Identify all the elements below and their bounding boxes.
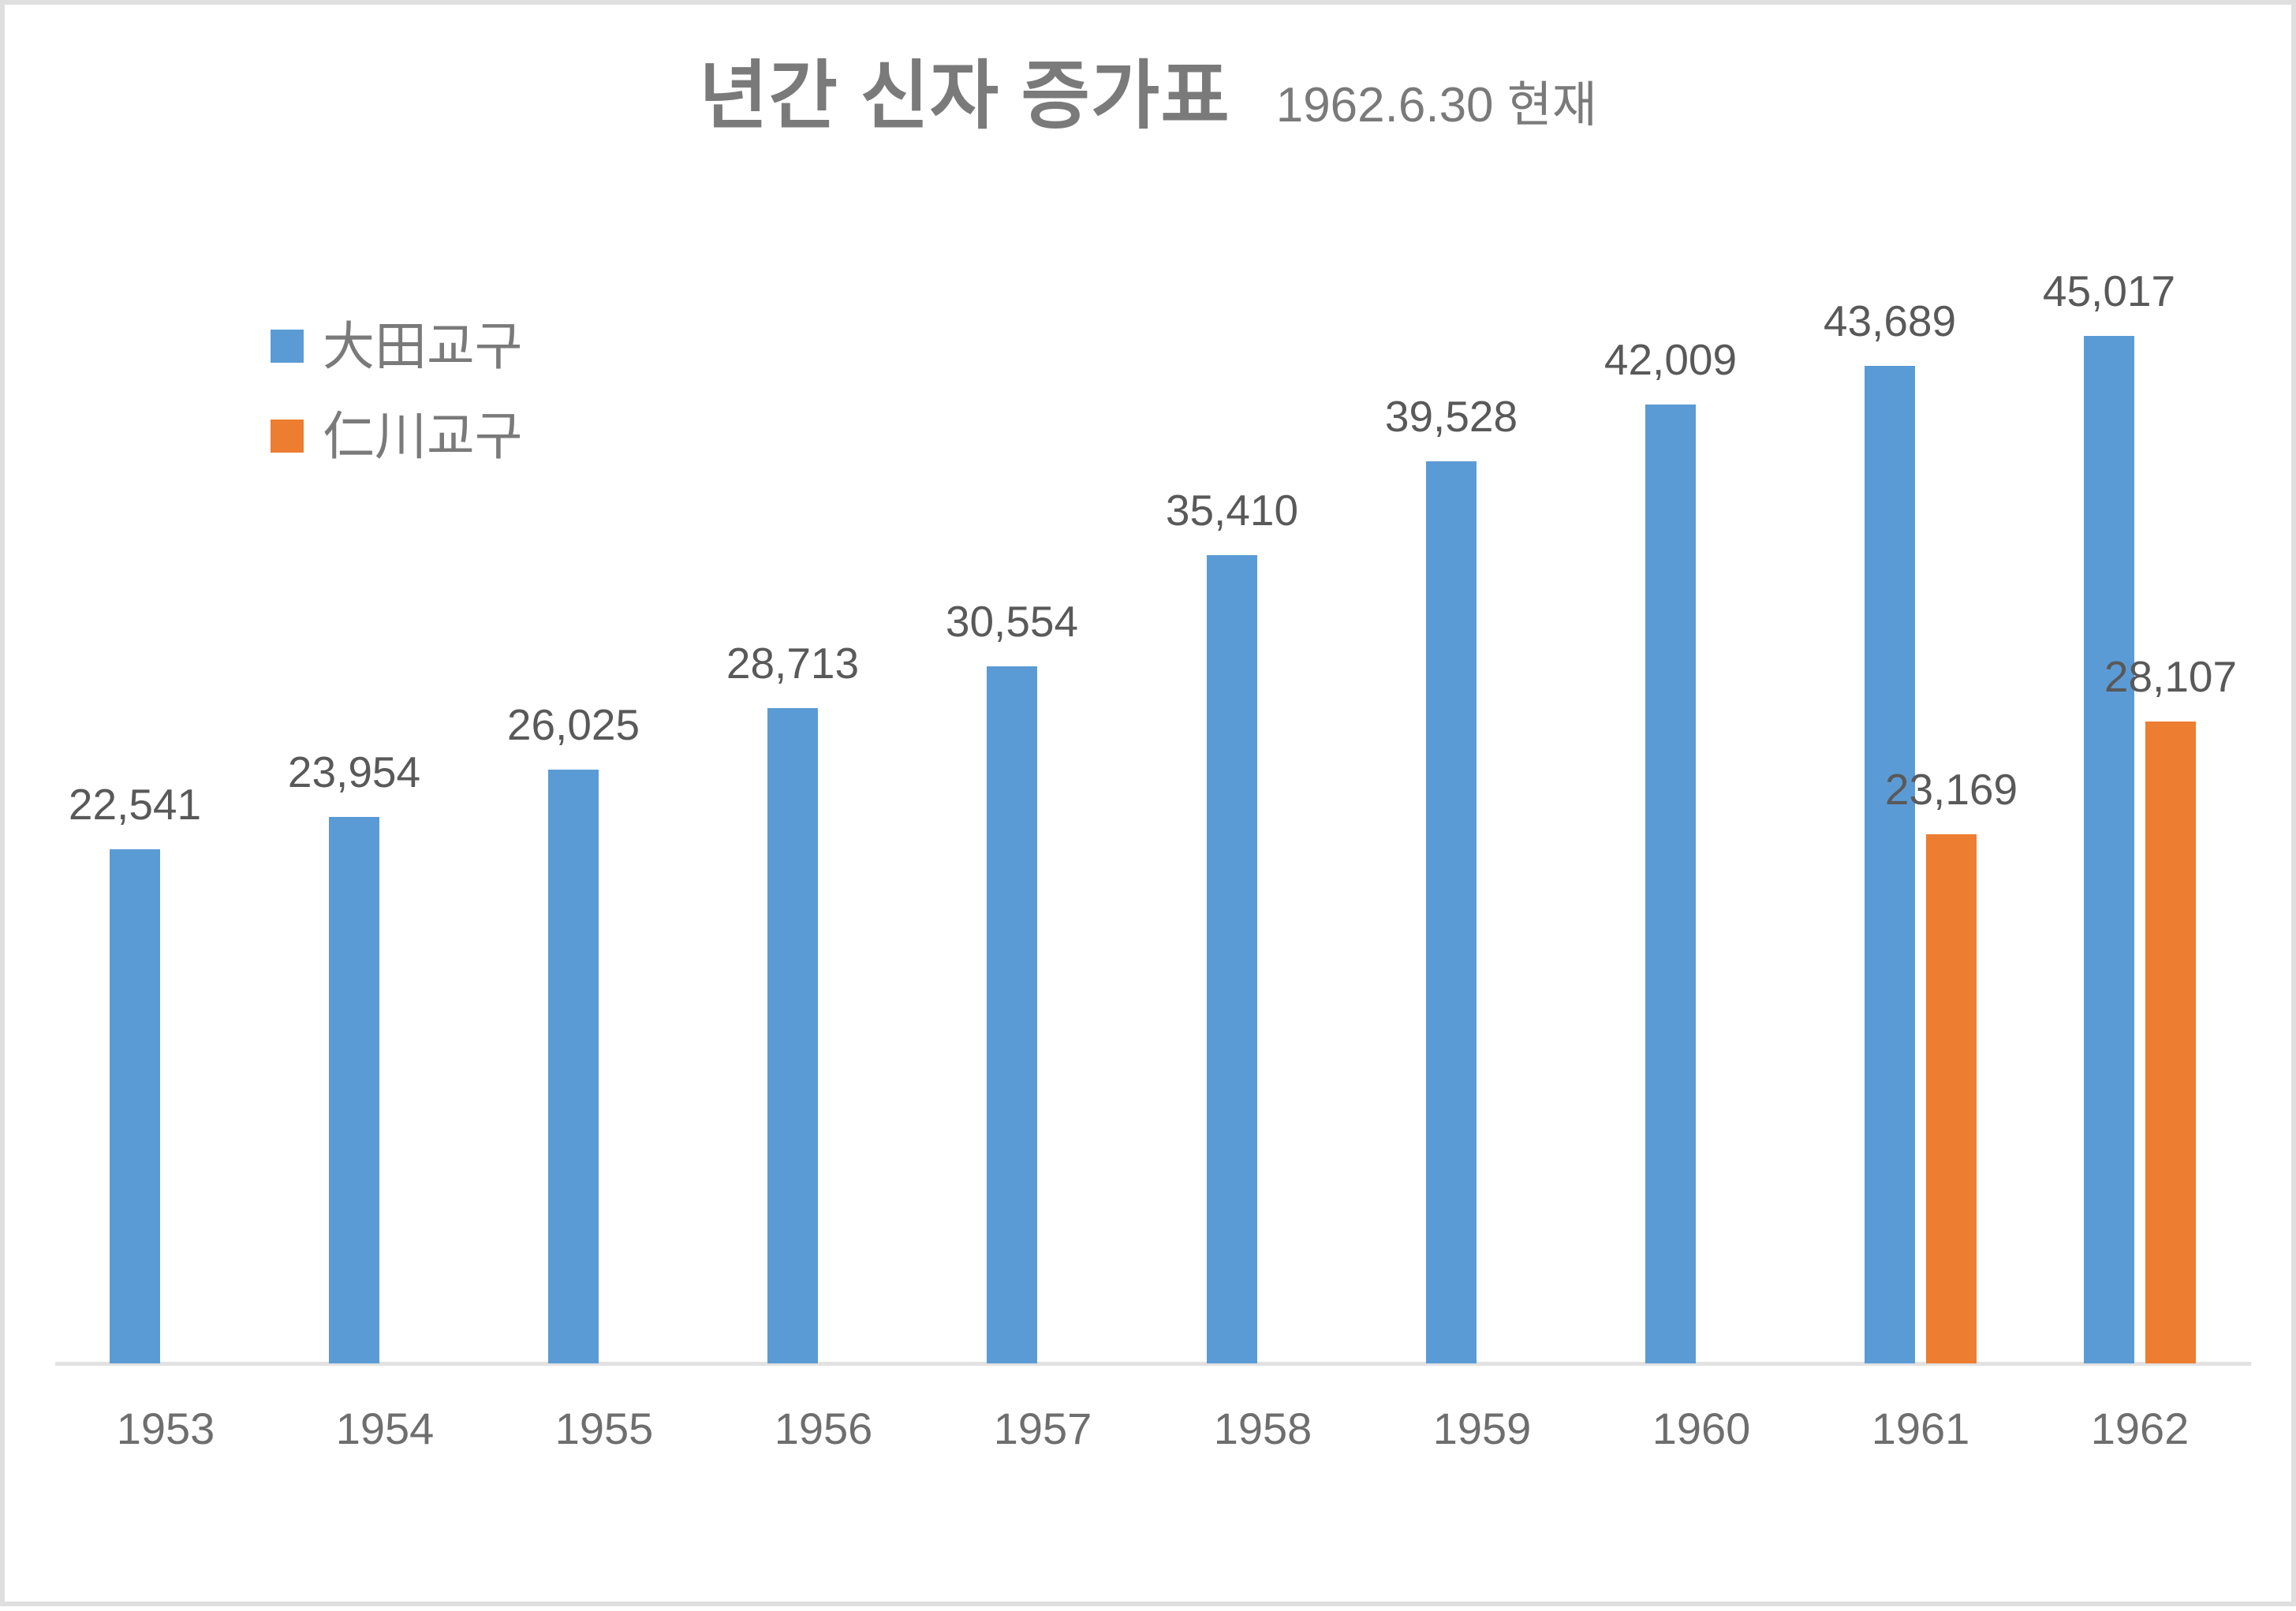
bar-label-daejeon-1956: 28,713 — [726, 639, 860, 688]
legend-label-incheon: 仁川교구 — [323, 407, 523, 465]
x-tick-1958: 1958 — [1213, 1404, 1312, 1453]
x-axis-line — [55, 1362, 2251, 1366]
x-tick-1956: 1956 — [774, 1404, 873, 1453]
bar-daejeon-1957 — [987, 666, 1037, 1363]
legend: 大田교구 仁川교구 — [271, 319, 522, 498]
bar-label-daejeon-1960: 42,009 — [1603, 335, 1738, 384]
bar-daejeon-1958 — [1207, 555, 1257, 1363]
bar-daejeon-1956 — [767, 708, 818, 1363]
bar-daejeon-1961 — [1865, 366, 1915, 1363]
chart-title: 년간 신자 증가표 — [699, 54, 1230, 138]
x-tick-1953: 1953 — [116, 1404, 215, 1453]
bar-daejeon-1953 — [110, 849, 160, 1363]
bar-label-daejeon-1953: 22,541 — [68, 780, 202, 829]
x-tick-1960: 1960 — [1652, 1404, 1751, 1453]
bar-incheon-1962 — [2145, 722, 2196, 1363]
plot-area: 22,541 1953 23,954 1954 26,025 1955 28,713 1956… — [5, 5, 2296, 1611]
legend-swatch-daejeon — [271, 330, 304, 363]
bar-daejeon-1960 — [1645, 405, 1696, 1363]
bar-daejeon-1955 — [548, 770, 599, 1363]
bar-label-daejeon-1961: 43,689 — [1823, 296, 1957, 345]
chart-subtitle: 1962.6.30 현재 — [1275, 78, 1597, 132]
x-tick-1959: 1959 — [1432, 1404, 1532, 1453]
legend-label-daejeon: 大田교구 — [323, 317, 523, 375]
bar-daejeon-1959 — [1426, 461, 1477, 1363]
bar-label-daejeon-1962: 45,017 — [2042, 267, 2176, 315]
bar-label-incheon-1962: 28,107 — [2104, 652, 2238, 701]
legend-swatch-incheon — [271, 420, 304, 453]
chart-header: 년간 신자 증가표 1962.6.30 현재 — [5, 54, 2291, 140]
bar-label-daejeon-1957: 30,554 — [945, 597, 1079, 646]
bar-label-incheon-1961: 23,169 — [1884, 765, 2018, 814]
x-tick-1957: 1957 — [993, 1404, 1092, 1453]
x-tick-1955: 1955 — [554, 1404, 654, 1453]
bar-label-daejeon-1958: 35,410 — [1165, 486, 1299, 535]
bar-label-daejeon-1959: 39,528 — [1384, 392, 1518, 441]
bar-incheon-1961 — [1926, 834, 1977, 1363]
x-tick-1954: 1954 — [335, 1404, 435, 1453]
x-tick-1962: 1962 — [2090, 1404, 2190, 1453]
bar-label-daejeon-1954: 23,954 — [287, 748, 421, 796]
bar-daejeon-1962 — [2084, 336, 2134, 1363]
bar-label-daejeon-1955: 26,025 — [506, 700, 640, 749]
legend-item-daejeon: 大田교구 — [271, 319, 522, 374]
bar-daejeon-1954 — [329, 817, 379, 1363]
legend-item-incheon: 仁川교구 — [271, 408, 522, 464]
x-tick-1961: 1961 — [1871, 1404, 1970, 1453]
